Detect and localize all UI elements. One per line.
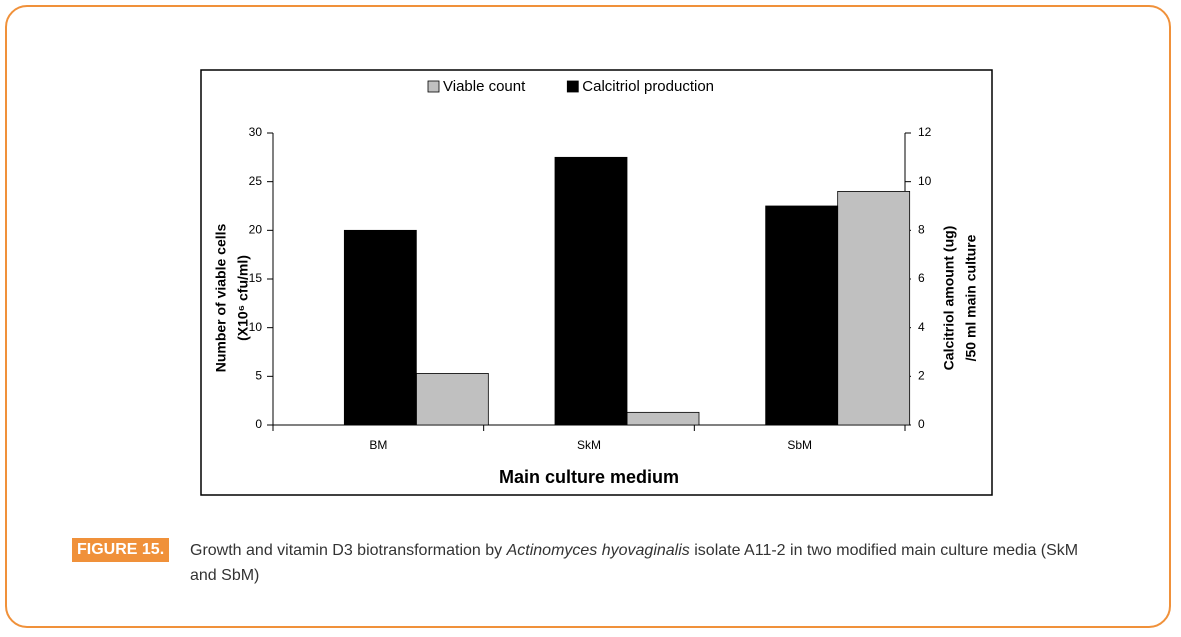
y-tick-label: 10 [249,320,263,334]
bar [837,190,911,426]
y2-tick-label: 8 [918,223,925,237]
bar [765,205,839,426]
x-axis-title: Main culture medium [499,467,679,487]
y-tick-label: 0 [255,417,262,431]
y2-tick-label: 12 [918,125,932,139]
x-tick-label: SbM [787,438,812,452]
legend-swatch [566,80,579,93]
y-tick-label: 5 [255,369,262,383]
bar [415,373,489,426]
figure-frame [5,5,1171,628]
legend-swatch [427,80,440,93]
bar [343,229,417,426]
legend-label: Viable count [443,78,526,95]
caption-italic: Actinomyces hyovaginalis [506,542,690,559]
y-tick-label: 20 [249,223,263,237]
y-axis-title-line: Number of viable cells [213,223,229,372]
bar [554,156,628,426]
y2-tick-label: 4 [918,320,925,334]
caption-text: Growth and vitamin D3 biotransformation … [190,538,1080,588]
caption-part: isolate A11-2 in two modified main cultu… [190,542,1079,584]
y-tick-label: 30 [249,125,263,139]
legend-label: Calcitriol production [582,78,714,95]
y2-axis-title-line: /50 ml main culture [963,234,979,361]
bar [626,411,700,426]
x-tick-label: SkM [577,438,601,452]
y-axis-title-line: (X10⁶ cfu/ml) [235,255,251,341]
y2-axis-title-line: Calcitriol amount (ug) [941,226,957,371]
y2-tick-label: 2 [918,369,925,383]
y-tick-label: 25 [249,174,263,188]
y2-tick-label: 10 [918,174,932,188]
x-tick-label: BM [369,438,387,452]
y2-tick-label: 6 [918,271,925,285]
caption-part: Growth and vitamin D3 biotransformation … [190,542,507,559]
y2-tick-label: 0 [918,417,925,431]
y2-axis-title: Calcitriol amount (ug) /50 ml main cultu… [941,226,979,371]
caption-label: FIGURE 15. [72,538,170,562]
y-axis-title: Number of viable cells (X10⁶ cfu/ml) [213,223,251,372]
y-tick-label: 15 [249,271,263,285]
